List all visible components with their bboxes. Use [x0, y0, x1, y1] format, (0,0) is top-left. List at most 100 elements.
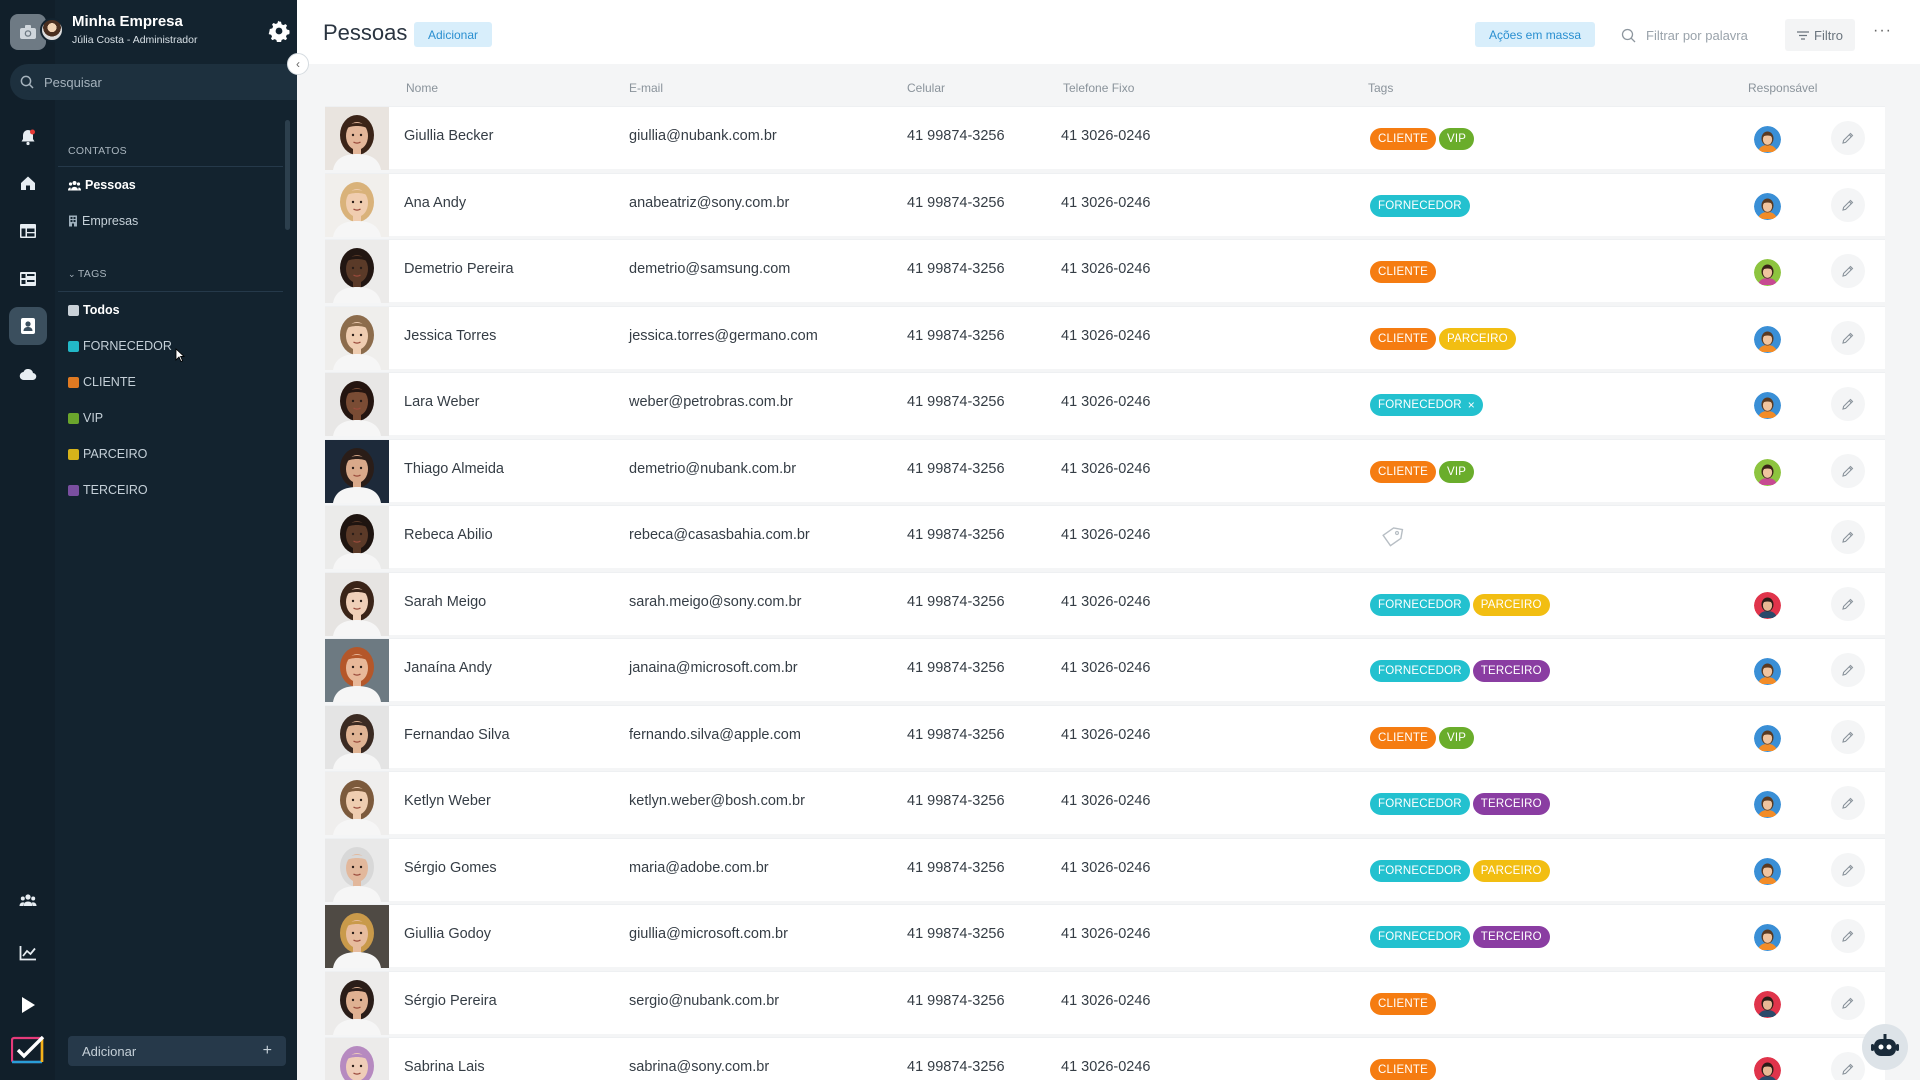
collapse-sidebar-button[interactable]: ‹	[287, 53, 309, 75]
tag-badge[interactable]: VIP	[1438, 460, 1475, 483]
remove-tag-icon[interactable]: ×	[1467, 398, 1475, 412]
sidebar-tag-vip[interactable]: VIP	[68, 411, 103, 425]
tag-badge[interactable]: TERCEIRO	[1472, 660, 1550, 682]
person-email[interactable]: rebeca@casasbahia.com.br	[629, 527, 810, 543]
column-header-phone[interactable]: Telefone Fixo	[1063, 81, 1135, 95]
owner-avatar[interactable]	[1754, 924, 1781, 951]
contacts-icon[interactable]	[9, 307, 47, 345]
edit-button[interactable]	[1831, 653, 1865, 687]
owner-avatar[interactable]	[1754, 392, 1781, 419]
owner-avatar[interactable]	[1754, 126, 1781, 153]
edit-button[interactable]	[1831, 1052, 1865, 1080]
tags-section-title[interactable]: ⌄ TAGS	[68, 268, 107, 280]
table-row[interactable]: Giullia Godoy giullia@microsoft.com.br 41 …	[325, 904, 1885, 968]
owner-avatar[interactable]	[1754, 259, 1781, 286]
tag-badge[interactable]: FORNECEDOR ×	[1370, 394, 1483, 416]
tag-badge[interactable]: PARCEIRO	[1472, 593, 1550, 616]
person-email[interactable]: ketlyn.weber@bosh.com.br	[629, 793, 805, 809]
table-row[interactable]: Ana Andy anabeatriz@sony.com.br 41 99874-3…	[325, 172, 1885, 237]
tag-badge[interactable]: FORNECEDOR	[1370, 660, 1470, 682]
edit-button[interactable]	[1831, 254, 1865, 288]
owner-avatar[interactable]	[1754, 857, 1781, 885]
company-name[interactable]: Minha Empresa	[72, 13, 183, 30]
tag-badge[interactable]: CLIENTE	[1370, 327, 1436, 350]
person-email[interactable]: jessica.torres@germano.com	[629, 327, 818, 344]
person-email[interactable]: sarah.meigo@sony.com.br	[629, 593, 802, 610]
tag-badge[interactable]: TERCEIRO	[1472, 926, 1550, 948]
tag-badge[interactable]: CLIENTE	[1370, 1059, 1436, 1080]
add-tag-icon[interactable]	[1380, 524, 1406, 555]
sidebar-tag-todos[interactable]: Todos	[68, 303, 120, 317]
table-row[interactable]: Demetrio Pereira demetrio@samsung.com 41 9…	[325, 239, 1885, 303]
column-header-mobile[interactable]: Celular	[907, 81, 946, 95]
mass-actions-button[interactable]: Ações em massa	[1475, 22, 1596, 47]
edit-button[interactable]	[1831, 121, 1865, 155]
person-email[interactable]: giullia@microsoft.com.br	[629, 926, 788, 942]
person-email[interactable]: anabeatriz@sony.com.br	[629, 194, 790, 211]
person-email[interactable]: demetrio@samsung.com	[629, 261, 791, 277]
person-email[interactable]: janaina@microsoft.com.br	[629, 660, 798, 676]
table-row[interactable]: Sérgio Pereira sergio@nubank.com.br 41 998…	[325, 970, 1885, 1035]
person-email[interactable]: sergio@nubank.com.br	[629, 992, 780, 1009]
board-icon[interactable]	[9, 260, 47, 298]
gear-icon[interactable]	[268, 20, 290, 43]
table-row[interactable]: Rebeca Abilio rebeca@casasbahia.com.br 41 …	[325, 505, 1885, 569]
chart-icon[interactable]	[9, 934, 47, 972]
table-row[interactable]: Giullia Becker giullia@nubank.com.br 41 99…	[325, 106, 1885, 170]
edit-button[interactable]	[1831, 187, 1865, 222]
column-header-name[interactable]: Nome	[406, 81, 439, 95]
sidebar-item-pessoas[interactable]: Pessoas	[68, 178, 136, 192]
sidebar-tag-fornecedor[interactable]: FORNECEDOR	[68, 339, 172, 353]
person-email[interactable]: demetrio@nubank.com.br	[629, 460, 797, 477]
owner-avatar[interactable]	[1754, 325, 1781, 353]
tag-badge[interactable]: CLIENTE	[1370, 460, 1436, 483]
owner-avatar[interactable]	[1754, 458, 1781, 486]
person-email[interactable]: maria@adobe.com.br	[629, 859, 769, 876]
edit-button[interactable]	[1831, 852, 1865, 887]
tag-badge[interactable]: VIP	[1438, 128, 1475, 150]
tag-badge[interactable]: TERCEIRO	[1472, 793, 1550, 815]
edit-button[interactable]	[1831, 586, 1865, 621]
table-row[interactable]: Jessica Torres jessica.torres@germano.com…	[325, 305, 1885, 370]
user-avatar[interactable]	[40, 18, 64, 42]
column-header-owner[interactable]: Responsável	[1748, 81, 1818, 95]
edit-button[interactable]	[1831, 520, 1865, 554]
sidebar-tag-terceiro[interactable]: TERCEIRO	[68, 483, 148, 497]
tag-badge[interactable]: FORNECEDOR	[1370, 926, 1470, 948]
owner-avatar[interactable]	[1754, 1057, 1781, 1080]
owner-avatar[interactable]	[1754, 990, 1781, 1018]
tag-badge[interactable]: CLIENTE	[1370, 261, 1436, 283]
edit-button[interactable]	[1831, 786, 1865, 820]
filter-button[interactable]: Filtro	[1785, 19, 1855, 51]
cloud-icon[interactable]	[9, 356, 47, 394]
table-icon[interactable]	[9, 212, 47, 250]
edit-button[interactable]	[1831, 919, 1865, 953]
person-email[interactable]: fernando.silva@apple.com	[629, 726, 801, 743]
tag-badge[interactable]: CLIENTE	[1370, 992, 1436, 1015]
sidebar-scrollbar[interactable]	[285, 120, 290, 230]
table-row[interactable]: Thiago Almeida demetrio@nubank.com.br 41 9…	[325, 438, 1885, 503]
tag-badge[interactable]: FORNECEDOR	[1370, 793, 1470, 815]
column-header-tags[interactable]: Tags	[1368, 81, 1394, 95]
table-row[interactable]: Sabrina Lais sabrina@sony.com.br 41 99874-…	[325, 1037, 1885, 1080]
edit-button[interactable]	[1831, 387, 1865, 421]
tag-badge[interactable]: CLIENTE	[1370, 128, 1436, 150]
tag-badge[interactable]: PARCEIRO	[1472, 859, 1550, 882]
owner-avatar[interactable]	[1754, 591, 1781, 619]
chatbot-icon[interactable]	[1862, 1024, 1908, 1070]
tag-badge[interactable]: FORNECEDOR	[1370, 593, 1470, 616]
table-row[interactable]: Lara Weber weber@petrobras.com.br 41 99874…	[325, 372, 1885, 436]
tag-badge[interactable]: VIP	[1438, 726, 1475, 749]
owner-avatar[interactable]	[1754, 724, 1781, 752]
tag-badge[interactable]: FORNECEDOR	[1370, 859, 1470, 882]
search-input[interactable]: Pesquisar	[10, 64, 297, 100]
sidebar-tag-parceiro[interactable]: PARCEIRO	[68, 447, 147, 461]
bell-icon[interactable]	[9, 118, 47, 156]
edit-button[interactable]	[1831, 453, 1865, 488]
home-icon[interactable]	[9, 164, 47, 202]
sidebar-tag-cliente[interactable]: CLIENTE	[68, 375, 136, 389]
table-row[interactable]: Sérgio Gomes maria@adobe.com.br 41 99874-3…	[325, 837, 1885, 902]
sidebar-item-empresas[interactable]: Empresas	[68, 214, 138, 228]
tag-badge[interactable]: FORNECEDOR	[1370, 194, 1470, 217]
person-email[interactable]: weber@petrobras.com.br	[629, 394, 793, 410]
